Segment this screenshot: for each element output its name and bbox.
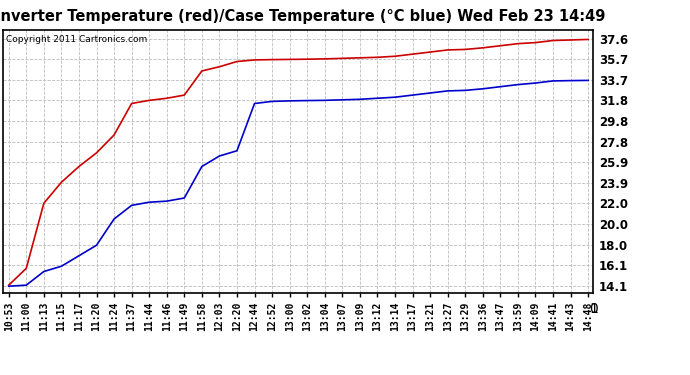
Text: Inverter Temperature (red)/Case Temperature (°C blue) Wed Feb 23 14:49: Inverter Temperature (red)/Case Temperat… xyxy=(0,9,605,24)
Text: Copyright 2011 Cartronics.com: Copyright 2011 Cartronics.com xyxy=(6,35,148,44)
